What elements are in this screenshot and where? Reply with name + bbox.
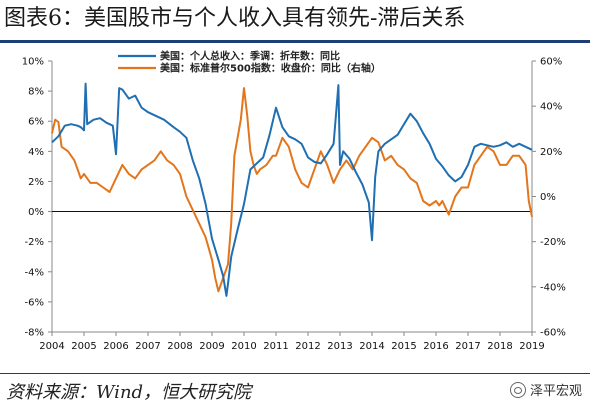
chart-title: 图表6：美国股市与个人收入具有领先-滞后关系	[4, 6, 466, 31]
x-tick-label: 2004	[39, 341, 64, 352]
series-line-sp500	[51, 87, 533, 293]
x-tick-label: 2005	[71, 341, 96, 352]
left-tick-label: 0%	[28, 207, 44, 218]
x-tick-label: 2007	[135, 341, 160, 352]
legend-label-sp500: 美国：标准普尔500指数：收盘价：同比（右轴）	[160, 62, 381, 75]
x-tick-label: 2015	[391, 341, 416, 352]
x-tick-label: 2008	[167, 341, 192, 352]
left-y-axis: 10% 8% 6% 4% 2% 0% -2% -4% -6% -8%	[22, 57, 52, 339]
x-tick-label: 2016	[423, 341, 448, 352]
x-tick-label: 2014	[359, 341, 384, 352]
left-tick-label: -4%	[25, 267, 44, 278]
right-y-axis: 60% 40% 20% 0% -20% -40% -60%	[532, 57, 566, 339]
left-tick-label: -6%	[25, 297, 44, 308]
x-tick-label: 2009	[199, 341, 224, 352]
left-tick-label: 8%	[28, 87, 44, 98]
right-tick-label: -60%	[540, 328, 566, 339]
x-tick-label: 2006	[103, 341, 128, 352]
x-axis: 2004 2005 2006 2007 2008 2009 2010 2011 2012 2013…	[39, 332, 545, 352]
left-tick-label: 2%	[28, 177, 44, 188]
source-note: 资料来源：Wind，恒大研究院	[6, 382, 252, 403]
legend: 美国：个人总收入：季调：折年数：同比美国：标准普尔500指数：收盘价：同比（右轴…	[118, 50, 381, 75]
right-tick-label: 60%	[540, 57, 562, 68]
legend-label-income: 美国：个人总收入：季调：折年数：同比	[160, 50, 340, 63]
source-divider	[0, 373, 590, 374]
x-tick-label: 2013	[327, 341, 352, 352]
x-tick-label: 2012	[295, 341, 320, 352]
plot-frame	[51, 61, 533, 333]
x-tick-label: 2010	[231, 341, 256, 352]
series-line-income	[51, 82, 533, 297]
left-tick-label: -2%	[25, 237, 44, 248]
x-tick-label: 2019	[519, 341, 544, 352]
right-tick-label: 40%	[540, 102, 562, 113]
x-tick-label: 2018	[487, 341, 512, 352]
left-tick-label: 4%	[28, 147, 44, 158]
watermark-text: 泽平宏观	[529, 384, 582, 399]
left-tick-label: 10%	[22, 57, 44, 68]
right-tick-label: -20%	[540, 237, 566, 248]
watermark: 泽平宏观	[509, 380, 582, 399]
series-layer	[51, 82, 533, 297]
right-tick-label: 20%	[540, 147, 562, 158]
x-tick-label: 2017	[455, 341, 480, 352]
left-tick-label: -8%	[25, 328, 44, 339]
right-tick-label: -40%	[540, 282, 566, 293]
right-tick-label: 0%	[540, 192, 556, 203]
x-tick-label: 2011	[263, 341, 288, 352]
line-chart: 10% 8% 6% 4% 2% 0% -2% -4% -6% -8% 60% 40% 20% 0% -20…	[22, 50, 566, 353]
title-divider	[0, 40, 590, 43]
wechat-icon	[509, 381, 526, 398]
left-tick-label: 6%	[28, 117, 44, 128]
